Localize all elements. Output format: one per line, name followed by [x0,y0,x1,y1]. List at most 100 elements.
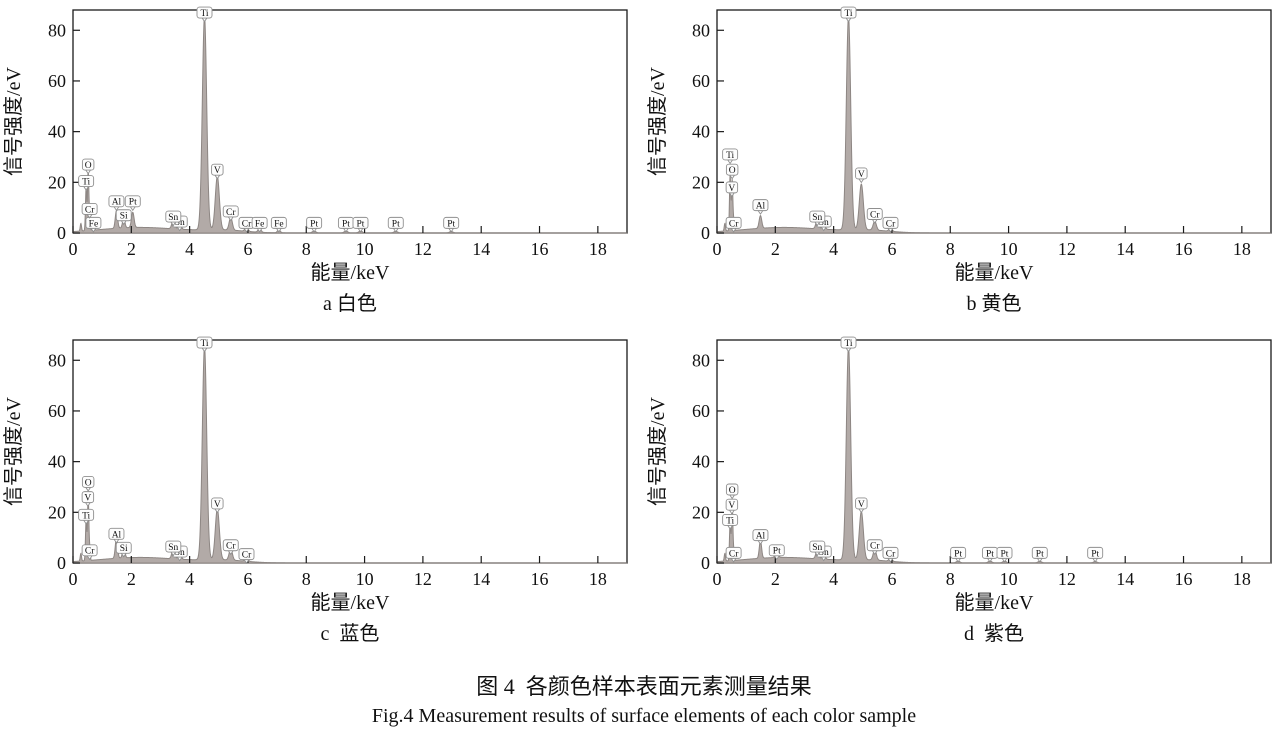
element-tag-label: Sn [168,543,178,553]
subplot-caption: c 蓝色 [321,622,380,645]
element-tag-box [443,216,460,229]
x-axis-tick-label: 8 [946,239,955,259]
x-axis-tick-label: 16 [531,569,549,589]
x-axis-tick-label: 12 [1058,239,1076,259]
element-tag-label: Sn [175,548,185,558]
element-tag-ti: Ti [722,513,739,530]
element-tag-box [352,216,369,229]
element-tag-box [78,175,95,188]
element-tag-label: Pt [447,219,455,229]
y-axis-tick-label: 0 [701,553,710,573]
y-axis-tick-label: 0 [57,553,66,573]
x-axis-tick-label: 10 [1000,569,1018,589]
x-axis-tick-label: 6 [243,569,252,589]
element-tag-label: Pt [1091,549,1099,559]
element-tag-cr: Cr [222,205,239,222]
y-axis-tick-label: 0 [701,223,710,243]
element-tag-pt: Pt [337,216,354,233]
element-tag-v: V [855,167,868,184]
element-tag-label: Si [120,212,128,222]
y-axis-tick-label: 60 [48,401,66,421]
element-tag-label: Sn [819,218,829,228]
element-tag-box [211,497,224,510]
x-axis-title: 能量/keV [955,261,1034,284]
element-tag-label: Ti [200,9,208,19]
y-axis-title: 信号强度/eV [2,397,25,506]
x-axis-tick-label: 14 [472,239,490,259]
x-axis-tick-label: 4 [185,569,194,589]
element-tag-cr: Cr [238,548,255,564]
y-axis-tick-label: 80 [48,350,66,370]
element-tag-box [1031,546,1048,559]
subplot-caption: d 紫色 [964,622,1024,645]
element-tag-label: Al [112,530,122,540]
y-axis-tick-label: 40 [692,452,710,472]
element-tag-label: Cr [870,542,880,552]
element-tag-v: V [725,181,739,198]
x-axis-tick-label: 18 [589,239,607,259]
x-axis-tick-label: 6 [887,569,896,589]
y-axis-tick-label: 0 [57,223,66,243]
element-tag-pt: Pt [387,216,404,233]
element-tag-box [81,158,95,171]
y-axis-tick-label: 40 [48,122,66,142]
element-tag-label: Si [120,544,128,554]
x-axis-tick-label: 16 [531,239,549,259]
x-axis-tick-label: 12 [1058,569,1076,589]
element-tag-label: V [84,494,91,504]
element-tag-label: Pt [342,219,350,229]
element-tag-v: V [725,498,739,515]
element-tag-cr: Cr [866,208,883,224]
element-tag-label: Cr [729,219,739,229]
element-tag-box [270,216,287,229]
element-tag-label: V [214,500,221,510]
element-tag-label: V [858,170,865,180]
element-tag-label: Pt [954,549,962,559]
element-tag-v: V [211,163,224,180]
subplot-caption: b 黄色 [967,292,1022,315]
element-tag-box [725,546,742,559]
element-tag-box [722,513,739,526]
element-tag-label: O [85,161,92,171]
element-tag-label: Cr [226,208,236,218]
y-axis-tick-label: 20 [48,502,66,522]
element-tag-pt: Pt [950,546,967,563]
plot-frame [716,339,1272,564]
element-tag-box [725,216,742,229]
element-tag-ti: Ti [722,148,739,165]
element-tag-pt: Pt [352,216,369,233]
element-tag-box [882,546,899,559]
element-tag-box [866,539,883,552]
element-tag-label: Sn [812,543,822,553]
element-tag-label: Ti [726,516,734,526]
x-axis-tick-label: 12 [414,239,432,259]
element-tag-cr: Cr [81,202,98,219]
y-axis-title: 信号强度/eV [2,67,25,176]
x-axis-tick-label: 18 [589,569,607,589]
element-tag-box [81,544,98,557]
element-tag-pt: Pt [768,544,785,561]
element-tag-o: O [81,158,95,175]
subplot-a-spectrum: 0 2 4 6 8 10 12 14 16 18 0 20 40 60 80 信号强度/eV 能量/keV a 白… [2,6,628,315]
element-tag-sn: Sn [165,210,182,227]
y-axis-title: 信号强度/eV [646,67,669,176]
element-tag-al: Al [752,199,769,215]
x-axis-tick-label: 10 [356,239,374,259]
element-tag-label: Fe [89,219,99,229]
element-tag-pt: Pt [124,195,141,212]
y-axis-tick-label: 60 [692,71,710,91]
element-tag-box [950,546,967,559]
element-tag-o: O [81,475,95,492]
element-tag-label: Cr [886,219,896,229]
element-tag-label: Pt [1036,549,1044,559]
element-tag-box [211,163,224,176]
element-tag-label: O [729,486,736,496]
figure-caption-en: Fig.4 Measurement results of surface ele… [371,705,917,727]
element-tag-box [840,336,857,349]
element-tag-box [81,475,95,488]
element-tag-box [996,546,1013,559]
x-axis-title: 能量/keV [311,261,390,284]
element-tag-fe: Fe [251,216,268,233]
element-tag-v: V [855,497,868,514]
